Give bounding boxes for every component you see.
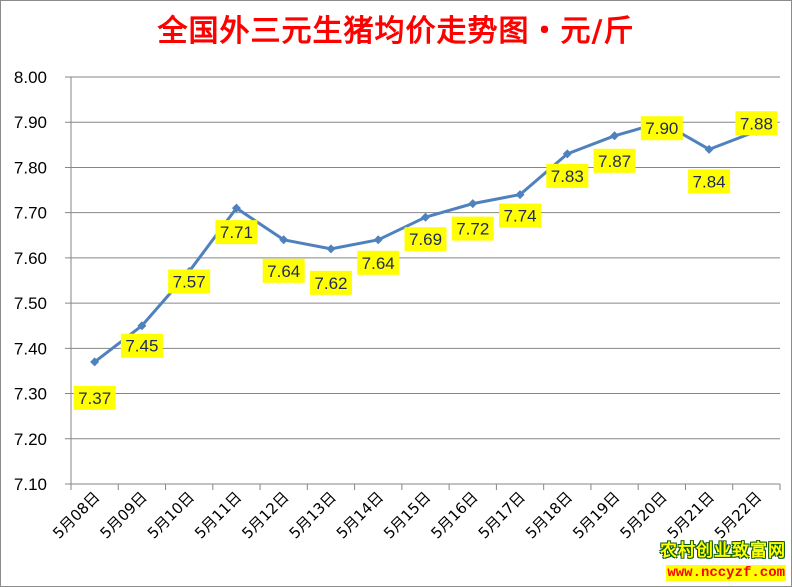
y-tick-label: 7.30 — [14, 385, 47, 404]
data-label-bg — [404, 227, 447, 252]
data-label: 7.37 — [78, 389, 111, 408]
y-tick-label: 7.40 — [14, 339, 47, 358]
data-label-bg — [451, 216, 494, 241]
watermark: 农村创业致富网 www.nccyzf.com — [660, 536, 786, 581]
y-tick-label: 7.20 — [14, 430, 47, 449]
data-point-marker — [90, 357, 100, 367]
data-label: 7.90 — [645, 119, 678, 138]
data-label: 7.45 — [125, 337, 158, 356]
data-point-marker — [137, 321, 147, 331]
x-tick-label: 5月12日 — [238, 488, 292, 542]
gridlines — [65, 76, 780, 485]
data-label-bg — [73, 385, 116, 410]
x-tick-label: 5月11日 — [191, 488, 245, 542]
data-label: 7.64 — [362, 254, 395, 273]
x-tick-label: 5月19日 — [569, 488, 623, 542]
y-tick-label: 7.10 — [14, 475, 47, 494]
x-tick-label: 5月13日 — [286, 488, 340, 542]
data-point-marker — [279, 235, 289, 245]
data-label-bg — [262, 258, 305, 283]
x-tick-label: 5月20日 — [616, 488, 670, 542]
data-label: 7.83 — [551, 167, 584, 186]
data-label: 7.72 — [456, 220, 489, 239]
x-tick-label: 5月17日 — [475, 488, 529, 542]
y-tick-label: 7.50 — [14, 294, 47, 313]
x-axis: 5月08日5月09日5月10日5月11日5月12日5月13日5月14日5月15日… — [49, 484, 781, 542]
data-label-bg — [215, 220, 258, 245]
data-label: 7.69 — [409, 230, 442, 249]
data-point-marker — [704, 144, 714, 154]
watermark-url: www.nccyzf.com — [666, 565, 786, 581]
y-axis: 8.00 7.90 7.80 7.70 7.60 7.50 7.40 7.30 7.20 7.10 — [14, 68, 72, 494]
data-label-bg — [688, 169, 731, 194]
x-tick-label: 5月08日 — [49, 488, 103, 542]
y-tick-label: 8.00 — [14, 68, 47, 87]
data-point-marker — [326, 244, 336, 254]
data-label: 7.62 — [314, 274, 347, 293]
data-label: 7.64 — [267, 262, 300, 281]
data-label-bg — [735, 111, 778, 136]
data-label: 7.74 — [503, 207, 536, 226]
x-tick-label: 5月14日 — [333, 488, 387, 542]
data-label-bg — [593, 148, 636, 173]
data-label: 7.87 — [598, 152, 631, 171]
data-label-bg — [546, 163, 589, 188]
x-tick-label: 5月22日 — [711, 488, 765, 542]
x-tick-label: 5月18日 — [522, 488, 576, 542]
data-label: 7.71 — [220, 223, 253, 242]
data-labels: 7.37 7.45 7.57 7.71 7.64 7.62 7.64 7.69 7.72 7.74… — [73, 111, 778, 410]
data-label-bg — [640, 116, 683, 141]
data-label-bg — [168, 269, 211, 294]
data-point-marker — [515, 190, 525, 200]
data-label-bg — [120, 333, 163, 358]
data-label-bg — [309, 270, 352, 295]
data-label: 7.57 — [173, 272, 206, 291]
data-label-bg — [357, 250, 400, 275]
x-tick-label: 5月15日 — [380, 488, 434, 542]
x-tick-label: 5月21日 — [664, 488, 718, 542]
data-point-marker — [610, 131, 620, 141]
x-tick-label: 5月10日 — [144, 488, 198, 542]
y-tick-label: 7.70 — [14, 204, 47, 223]
data-point-marker — [468, 199, 478, 209]
y-tick-label: 7.80 — [14, 158, 47, 177]
data-label: 7.84 — [693, 172, 726, 191]
data-point-marker — [421, 212, 430, 222]
data-point-marker — [373, 235, 383, 245]
data-point-marker — [562, 149, 572, 159]
data-label: 7.88 — [740, 114, 773, 133]
y-tick-label: 7.60 — [14, 249, 47, 268]
x-tick-label: 5月16日 — [427, 488, 481, 542]
y-tick-label: 7.90 — [14, 113, 47, 132]
data-label-bg — [499, 203, 542, 228]
watermark-site-name: 农村创业致富网 — [660, 541, 786, 561]
data-point-marker — [231, 203, 241, 213]
chart-title: 全国外三元生猪均价走势图・元/斤 — [157, 14, 635, 49]
x-tick-label: 5月09日 — [97, 488, 151, 542]
